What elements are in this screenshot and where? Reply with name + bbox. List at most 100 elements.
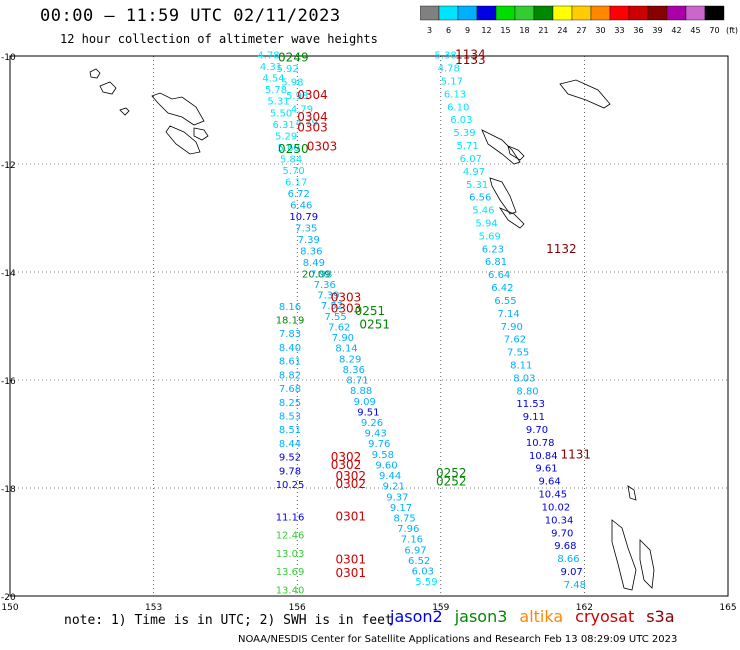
swh-value-label: 6.03 xyxy=(412,567,434,578)
swh-value-label: 12.46 xyxy=(276,531,305,542)
swh-value-label: 8.36 xyxy=(300,246,322,257)
swh-value-label: 8.03 xyxy=(513,373,535,384)
swh-value-label: 4.97 xyxy=(463,167,485,178)
swh-value-label: 10.79 xyxy=(289,212,318,223)
lat-tick-label: -18 xyxy=(1,485,16,495)
coastline xyxy=(193,127,209,141)
swh-value-label: 8.80 xyxy=(516,386,538,397)
swh-value-label: 5.92 xyxy=(276,64,298,75)
swh-value-label: 5.70 xyxy=(283,166,305,177)
pass-time-label: 0301 xyxy=(335,566,366,580)
lon-tick-label: 165 xyxy=(719,603,736,610)
swh-value-label: 18.19 xyxy=(276,316,305,327)
swh-value-label: 8.40 xyxy=(279,343,301,354)
swh-value-label: 7.39 xyxy=(298,235,320,246)
lat-tick-label: -14 xyxy=(1,269,16,279)
swh-value-label: 7.48 xyxy=(564,580,586,591)
swh-value-label: 9.17 xyxy=(390,503,412,514)
swh-value-label: 9.37 xyxy=(386,492,408,503)
colorbar-tick-label: 9 xyxy=(465,26,470,35)
swh-value-label: 6.13 xyxy=(444,89,466,100)
pass-time-label: 1131 xyxy=(560,447,591,461)
swh-value-label: 13.69 xyxy=(276,567,305,578)
swh-value-label: 7.90 xyxy=(501,322,523,333)
swh-value-label: 9.76 xyxy=(368,439,390,450)
pass-time-label: 0302 xyxy=(335,477,366,491)
lat-tick-label: -12 xyxy=(1,161,16,171)
satellite-jason3: jason3 xyxy=(454,607,508,626)
colorbar-tick-label: 21 xyxy=(538,26,548,35)
swh-value-label: 9.07 xyxy=(561,567,583,578)
swh-value-label: 6.72 xyxy=(288,189,310,200)
pass-time-label: 0249 xyxy=(278,50,309,64)
lon-tick-label: 156 xyxy=(289,603,306,610)
swh-value-label: 5.46 xyxy=(472,206,494,217)
swh-value-label: 7.68 xyxy=(279,384,301,395)
lat-tick-label: -20 xyxy=(1,593,16,603)
swh-value-label: 9.43 xyxy=(364,429,386,440)
colorbar-tick-label: 24 xyxy=(557,26,567,35)
footer-credit: NOAA/NESDIS Center for Satellite Applica… xyxy=(238,634,678,645)
swh-value-label: 8.49 xyxy=(303,258,325,269)
swh-value-label: 8.61 xyxy=(279,357,301,368)
swh-value-label: 8.75 xyxy=(394,514,416,525)
pass-time-label: 0301 xyxy=(335,509,366,523)
swh-value-label: 5.31 xyxy=(267,97,289,108)
colorbar-tick-label: 27 xyxy=(576,26,586,35)
satellite-altika: altika xyxy=(519,607,564,626)
swh-value-label: 13.40 xyxy=(276,585,305,596)
colorbar-swatch xyxy=(704,5,725,21)
colorbar-tick-label: 33 xyxy=(614,26,624,35)
swh-value-label: 9.78 xyxy=(279,466,301,477)
pass-time-label: 0301 xyxy=(335,553,366,567)
satellite-jason2: jason2 xyxy=(390,607,443,626)
coastline xyxy=(639,539,655,589)
lon-tick-label: 153 xyxy=(145,603,162,610)
swh-value-label: 4.54 xyxy=(262,74,284,85)
swh-value-label: 9.09 xyxy=(354,397,376,408)
colorbar-tick-label: 6 xyxy=(446,26,451,35)
swh-value-label: 5.98 xyxy=(286,91,308,102)
swh-value-label: 8.88 xyxy=(350,386,372,397)
pass-time-label: 0303 xyxy=(297,121,328,135)
swh-value-label: 5.31 xyxy=(466,180,488,191)
coastline xyxy=(611,519,637,591)
swh-value-label: 5.50 xyxy=(270,108,292,119)
swh-value-label: 9.51 xyxy=(357,407,379,418)
swh-value-label: 5.29 xyxy=(275,131,297,142)
coastline xyxy=(507,145,525,161)
swh-value-label: 8.14 xyxy=(335,344,357,355)
swh-value-label: 6.23 xyxy=(482,244,504,255)
colorbar-unit: (ft) xyxy=(726,26,738,35)
swh-value-label: 8.36 xyxy=(343,365,365,376)
pass-time-label: 1132 xyxy=(546,242,577,256)
swh-value-label: 5.39 xyxy=(453,128,475,139)
swh-value-label: 6.64 xyxy=(488,270,510,281)
swh-value-label: 7.55 xyxy=(325,312,347,323)
swh-value-label: 6.10 xyxy=(447,102,469,113)
swh-value-label: 10.45 xyxy=(538,490,567,501)
swh-value-label: 20.09 xyxy=(302,269,331,280)
swh-value-label: 6.42 xyxy=(491,283,513,294)
swh-value-label: 8.53 xyxy=(279,411,301,422)
pass-time-label: 0304 xyxy=(297,110,328,124)
swh-value-label: 8.11 xyxy=(510,360,532,371)
satellite-s3a: s3a xyxy=(646,607,675,626)
swh-value-label: 4.31 xyxy=(260,62,282,73)
swh-value-label: 7.36 xyxy=(314,280,336,291)
lon-tick-label: 159 xyxy=(432,603,449,610)
swh-value-label: 8.82 xyxy=(279,370,301,381)
wave-height-map: 150 153 156 159 162 165 -10 -12 -14 -16 -18 -20 4.78… xyxy=(1,48,737,610)
swh-value-label: 4.79 xyxy=(296,118,318,129)
swh-value-label: 6.81 xyxy=(485,257,507,268)
swh-value-label: 6.46 xyxy=(290,200,312,211)
swh-value-label: 7.55 xyxy=(507,348,529,359)
coastline xyxy=(99,81,117,95)
pass-time-label: 0302 xyxy=(331,450,362,464)
colorbar-legend: 3 6 9 12 15 18 21 24 27 30 33 36 39 42 45 70 (ft) xyxy=(420,5,738,35)
swh-value-label: 9.70 xyxy=(551,528,573,539)
swh-value-label: 7.35 xyxy=(295,223,317,234)
swh-value-label: 5.84 xyxy=(280,154,302,165)
swh-value-label: 10.25 xyxy=(276,480,305,491)
swh-value-label: 4.78 xyxy=(438,64,460,75)
